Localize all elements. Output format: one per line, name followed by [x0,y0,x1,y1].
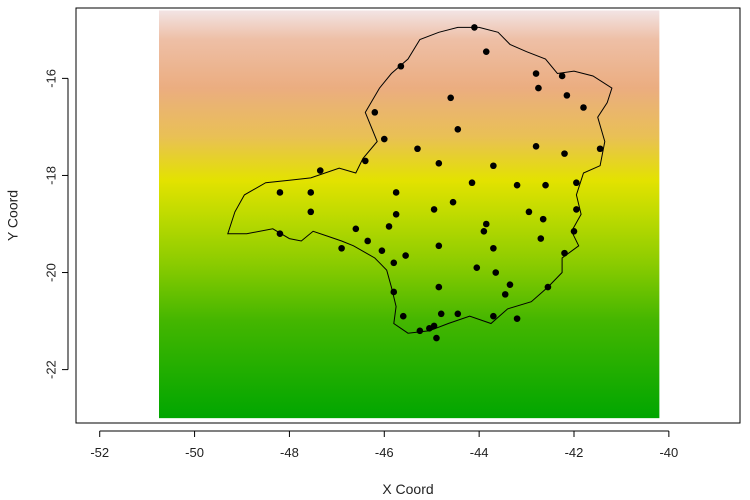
data-point [454,310,462,318]
data-point [392,210,400,218]
data-point [542,181,549,189]
data-point [501,291,509,298]
data-point [364,237,371,245]
data-point [371,109,379,116]
data-point [525,208,533,216]
data-point [435,283,443,291]
data-point [426,325,433,332]
data-point [447,94,454,102]
x-tick-label: -52 [90,445,109,460]
data-point [392,189,400,196]
data-point [513,181,521,189]
data-point [513,315,521,322]
data-point [490,312,497,320]
y-tick-label: -20 [43,263,58,282]
data-point [471,24,478,31]
x-tick-label: -50 [185,445,204,460]
data-point [449,198,457,206]
data-point [352,225,360,233]
y-axis: -22 -20 -18 -16 [43,69,69,379]
data-point [580,104,587,111]
data-point [390,259,398,267]
y-tick-label: -16 [43,69,58,88]
data-point [414,145,421,153]
raster-surface [159,10,660,419]
data-point [539,215,547,223]
data-point [402,252,409,259]
data-point [338,244,345,252]
region-boundary [227,26,613,334]
y-tick-label: -22 [43,360,58,379]
data-point [544,283,552,291]
data-point [532,143,540,150]
data-point [570,227,578,235]
data-point [276,189,284,196]
data-point [380,135,388,143]
data-point [537,235,545,242]
data-point [316,167,324,174]
data-point [482,220,490,228]
data-point [385,223,393,230]
data-point [468,179,476,187]
data-point [561,150,568,157]
data-point [473,264,481,271]
data-point [490,162,497,170]
data-point [573,179,580,187]
data-point [480,227,488,235]
data-point [535,84,542,92]
data-point [307,208,315,216]
x-tick-label: -42 [565,445,584,460]
y-tick-label: -18 [43,166,58,185]
data-point [492,269,500,276]
data-point [558,72,566,80]
data-point [490,244,497,252]
data-point [362,157,369,165]
data-point [596,145,604,153]
data-point [276,230,284,238]
data-point [437,310,445,318]
data-point [435,242,443,250]
data-point [532,70,540,77]
data-points [276,24,604,342]
y-axis-title: Y Coord [5,190,21,241]
data-point [563,92,571,99]
data-point [573,206,580,213]
x-tick-label: -48 [280,445,299,460]
x-tick-label: -44 [470,445,489,460]
data-point [561,249,568,257]
x-axis: -52 -50 -48 -46 -44 -42 -40 [90,430,678,460]
data-point [506,281,514,288]
data-point [435,160,443,167]
plot-frame [75,7,741,424]
data-point [399,312,407,320]
x-tick-label: -40 [659,445,678,460]
data-point [430,206,438,213]
data-point [482,48,490,55]
data-point [307,189,315,196]
x-axis-title: X Coord [382,481,433,497]
data-point [454,126,462,133]
data-point [397,62,405,70]
data-point [416,327,424,335]
x-tick-label: -46 [375,445,394,460]
data-point [390,288,398,296]
data-point [433,334,440,342]
data-point [378,247,386,254]
